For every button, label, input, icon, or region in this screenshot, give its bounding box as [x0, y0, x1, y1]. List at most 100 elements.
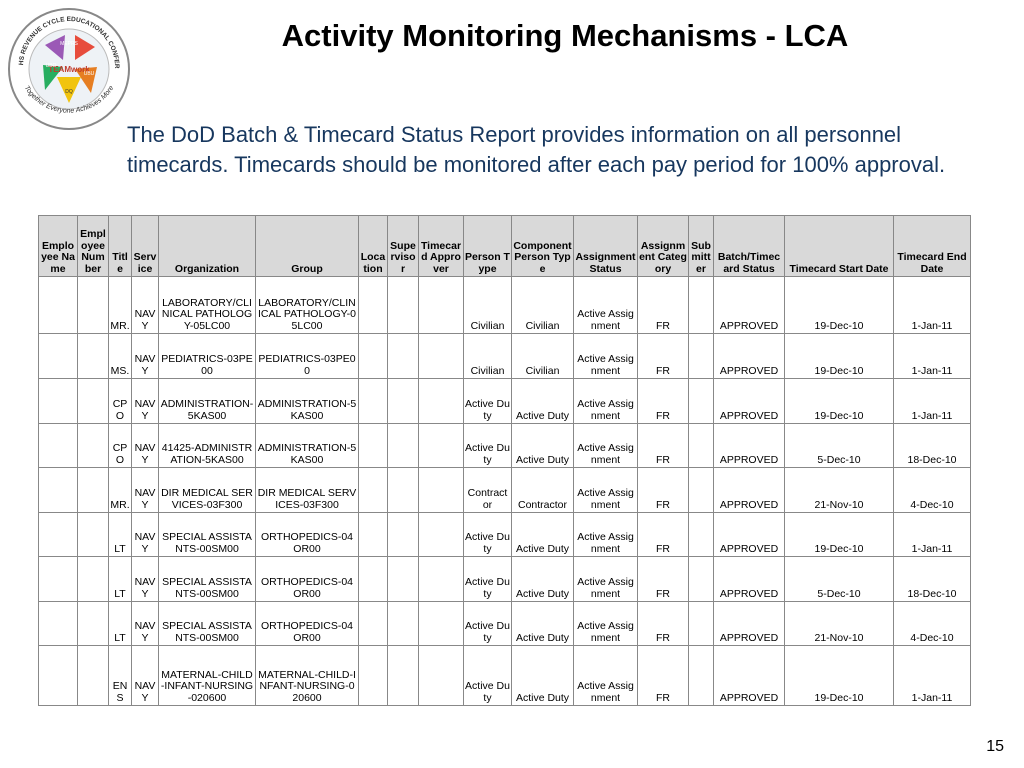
table-cell — [418, 556, 464, 602]
table-cell — [77, 556, 109, 602]
table-cell: Civilian — [463, 333, 512, 379]
table-cell — [77, 423, 109, 468]
table-cell: 19-Dec-10 — [784, 645, 894, 706]
table-cell — [387, 423, 419, 468]
table-cell: Civilian — [463, 276, 512, 334]
table-cell: Active Duty — [463, 645, 512, 706]
table-cell: PEDIATRICS-03PE00 — [158, 333, 256, 379]
column-header: Submitter — [688, 215, 714, 277]
table-cell — [77, 333, 109, 379]
table-cell: MR. — [108, 276, 132, 334]
table-cell — [418, 601, 464, 646]
table-cell: CPO — [108, 378, 132, 424]
table-cell — [418, 645, 464, 706]
table-cell — [387, 601, 419, 646]
column-header: Timecard Approver — [418, 215, 464, 277]
column-header: Person Type — [463, 215, 512, 277]
table-cell: 5-Dec-10 — [784, 423, 894, 468]
table-cell: NAVY — [131, 556, 159, 602]
table-cell: FR — [637, 378, 689, 424]
table-cell — [358, 333, 388, 379]
table-cell: Active Assignment — [573, 423, 638, 468]
table-cell — [38, 601, 78, 646]
slide-title: Activity Monitoring Mechanisms - LCA — [281, 18, 849, 53]
table-cell: 4-Dec-10 — [893, 467, 971, 513]
table-cell: 1-Jan-11 — [893, 276, 971, 334]
table-row: ENS NAVY MATERNAL-CHILD-INFANT-NURSING-020… — [38, 645, 971, 706]
table-cell: Active Assignment — [573, 467, 638, 513]
table-cell: PEDIATRICS-03PE00 — [255, 333, 359, 379]
column-header: Group — [255, 215, 359, 277]
table-cell: FR — [637, 423, 689, 468]
logo-hand — [43, 65, 63, 90]
table-cell — [688, 276, 714, 334]
table-cell — [688, 378, 714, 424]
logo-tag: DQ — [65, 89, 73, 95]
table-cell: 18-Dec-10 — [893, 556, 971, 602]
table-cell — [418, 333, 464, 379]
table-cell: 1-Jan-11 — [893, 645, 971, 706]
table-cell — [38, 276, 78, 334]
table-cell: FR — [637, 276, 689, 334]
logo-tag: MEPRS — [60, 41, 78, 47]
table-row: CPO NAVY ADMINISTRATION-5KAS00 ADMINISTRATI… — [38, 378, 971, 424]
table-cell — [358, 423, 388, 468]
table-cell: ADMINISTRATION-5KAS00 — [255, 378, 359, 424]
table-cell: LT — [108, 512, 132, 557]
table-cell — [418, 467, 464, 513]
logo-hand — [75, 35, 95, 60]
table-cell: Active Duty — [511, 378, 574, 424]
table-cell — [688, 467, 714, 513]
table-cell: ORTHOPEDICS-04OR00 — [255, 601, 359, 646]
table-cell: Active Duty — [463, 556, 512, 602]
table-cell: CPO — [108, 423, 132, 468]
logo-tag: UBU — [84, 71, 95, 77]
table-row: LT NAVY SPECIAL ASSISTANTS-00SM00 ORTHOPEDI… — [38, 601, 971, 646]
header-row: Employee Name Employee Number Title Service… — [38, 215, 971, 277]
table-cell — [688, 512, 714, 557]
table-cell: 1-Jan-11 — [893, 333, 971, 379]
table-row: LT NAVY SPECIAL ASSISTANTS-00SM00 ORTHOPEDI… — [38, 512, 971, 557]
table-cell: Active Assignment — [573, 276, 638, 334]
table-cell: NAVY — [131, 645, 159, 706]
table-cell: NAVY — [131, 378, 159, 424]
table-cell: MR. — [108, 467, 132, 513]
table-cell: Contractor — [463, 467, 512, 513]
table-cell: APPROVED — [713, 276, 785, 334]
table-cell — [688, 645, 714, 706]
table-cell: 1-Jan-11 — [893, 512, 971, 557]
table-cell: Active Assignment — [573, 601, 638, 646]
table-cell: Active Assignment — [573, 512, 638, 557]
table-cell: ADMINISTRATION-5KAS00 — [255, 423, 359, 468]
table-cell: Active Assignment — [573, 333, 638, 379]
table-row: LT NAVY SPECIAL ASSISTANTS-00SM00 ORTHOPEDI… — [38, 556, 971, 602]
table-cell: 18-Dec-10 — [893, 423, 971, 468]
column-header: Component Person Type — [511, 215, 574, 277]
table-cell: APPROVED — [713, 556, 785, 602]
logo: 2011 MHS REVENUE CYCLE EDUCATIONAL CONFE… — [5, 5, 130, 130]
table-cell — [387, 378, 419, 424]
table-cell — [358, 467, 388, 513]
table-cell: Active Assignment — [573, 645, 638, 706]
column-header: Service — [131, 215, 159, 277]
column-header: Employee Number — [77, 215, 109, 277]
table-cell — [358, 378, 388, 424]
table-cell: 19-Dec-10 — [784, 512, 894, 557]
logo-hand — [75, 67, 97, 93]
table-cell — [77, 645, 109, 706]
table-cell — [387, 467, 419, 513]
column-header: Organization — [158, 215, 256, 277]
table-cell — [77, 601, 109, 646]
column-header: Employee Name — [38, 215, 78, 277]
table-cell: APPROVED — [713, 333, 785, 379]
table-cell: LABORATORY/CLINICAL PATHOLOGY-05LC00 — [255, 276, 359, 334]
table-cell: LT — [108, 556, 132, 602]
table-cell: APPROVED — [713, 467, 785, 513]
column-header: Assignment Category — [637, 215, 689, 277]
column-header: Supervisor — [387, 215, 419, 277]
table-cell: LABORATORY/CLINICAL PATHOLOGY-05LC00 — [158, 276, 256, 334]
table-cell: MS. — [108, 333, 132, 379]
table-cell: Active Duty — [511, 645, 574, 706]
table-cell — [38, 645, 78, 706]
table-cell: 19-Dec-10 — [784, 276, 894, 334]
